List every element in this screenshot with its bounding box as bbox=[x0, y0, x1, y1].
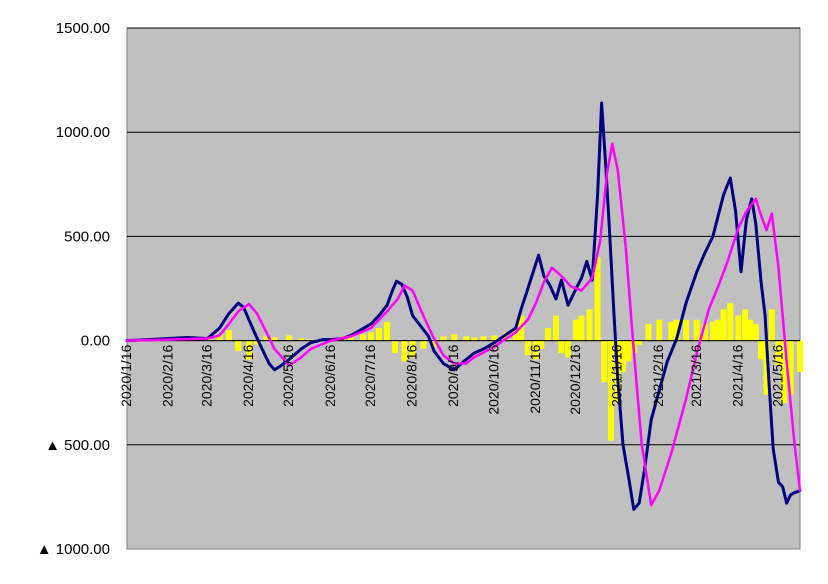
y-tick-label: ▲ 1000.00 bbox=[37, 541, 110, 558]
bar bbox=[768, 309, 775, 341]
bar bbox=[491, 335, 498, 341]
x-tick-label: 2021/3/16 bbox=[688, 344, 704, 406]
bar bbox=[775, 340, 782, 366]
bar bbox=[367, 332, 374, 341]
bar bbox=[451, 334, 458, 341]
bar bbox=[359, 334, 366, 341]
bar bbox=[532, 340, 539, 360]
bar bbox=[620, 340, 627, 372]
bar bbox=[645, 323, 652, 341]
bar bbox=[578, 315, 585, 341]
x-tick-label: 2020/12/16 bbox=[567, 344, 583, 414]
bar bbox=[787, 340, 794, 395]
x-tick-label: 2020/11/16 bbox=[527, 344, 543, 413]
bar bbox=[409, 340, 416, 358]
line-series bbox=[125, 101, 802, 511]
bar bbox=[763, 340, 770, 395]
y-tick-label: ▲ 500.00 bbox=[45, 437, 110, 454]
x-tick-label: 2021/1/16 bbox=[609, 344, 625, 406]
bar bbox=[376, 328, 383, 341]
bar bbox=[747, 319, 754, 341]
daily-line bbox=[125, 101, 802, 511]
bar bbox=[544, 328, 551, 341]
bar bbox=[668, 321, 675, 341]
bar bbox=[463, 336, 470, 341]
bar bbox=[735, 315, 742, 341]
bar bbox=[512, 328, 519, 341]
bar bbox=[656, 319, 663, 341]
bar bbox=[683, 319, 690, 341]
bar bbox=[701, 323, 708, 341]
bar bbox=[797, 340, 803, 372]
bar bbox=[235, 340, 242, 352]
x-tick-label: 2020/7/16 bbox=[362, 344, 378, 406]
bar bbox=[298, 338, 305, 341]
bar bbox=[758, 340, 765, 360]
bar bbox=[440, 336, 447, 341]
bar bbox=[720, 309, 727, 341]
bar bbox=[727, 303, 734, 341]
bar bbox=[216, 334, 223, 341]
bar bbox=[503, 332, 510, 341]
bar bbox=[254, 340, 261, 345]
bar bbox=[347, 336, 354, 341]
bar bbox=[553, 315, 560, 341]
bar bbox=[586, 309, 593, 341]
x-tick-label: 2021/2/16 bbox=[650, 344, 666, 406]
y-tick-label: 1000.00 bbox=[56, 124, 110, 141]
bar bbox=[307, 339, 314, 341]
y-tick-label: 500.00 bbox=[64, 228, 110, 245]
bar bbox=[752, 323, 759, 341]
bar bbox=[594, 257, 601, 341]
bar bbox=[742, 309, 749, 341]
bar bbox=[524, 340, 531, 356]
bar bbox=[392, 340, 399, 354]
x-tick-label: 2020/1/16 bbox=[118, 344, 134, 406]
bar bbox=[601, 340, 608, 383]
x-tick-label: 2020/10/16 bbox=[485, 344, 501, 414]
bar bbox=[715, 319, 722, 341]
x-tick-label: 2020/3/16 bbox=[198, 344, 214, 406]
x-tick-label: 2020/6/16 bbox=[322, 344, 338, 406]
bar bbox=[480, 336, 487, 341]
x-tick-label: 2021/4/16 bbox=[729, 344, 745, 406]
x-tick-label: 2020/2/16 bbox=[160, 344, 176, 406]
plot-area bbox=[126, 27, 801, 550]
bar bbox=[573, 319, 580, 341]
x-tick-label: 2020/5/16 bbox=[280, 344, 296, 406]
bar bbox=[607, 340, 614, 441]
x-axis-labels: 2020/1/16 2020/2/16 2020/3/16 2020/4/16 2020… bbox=[118, 344, 786, 414]
y-tick-label: 0.00 bbox=[81, 333, 110, 350]
x-tick-label: 2020/9/16 bbox=[445, 344, 461, 406]
bar bbox=[625, 340, 632, 362]
x-tick-label: 2020/4/16 bbox=[240, 344, 256, 406]
bar bbox=[286, 335, 293, 341]
bar bbox=[780, 340, 787, 404]
bar bbox=[263, 336, 270, 341]
bar bbox=[471, 337, 478, 341]
bar bbox=[709, 321, 716, 341]
bar bbox=[538, 340, 545, 349]
bar bbox=[401, 340, 408, 362]
y-axis-labels: 1500.00 1000.00 500.00 0.00 ▲ 500.00 ▲ 1000.0… bbox=[37, 20, 110, 558]
bar bbox=[431, 340, 438, 347]
x-tick-label: 2020/8/16 bbox=[404, 344, 420, 406]
bar bbox=[693, 319, 700, 341]
bar bbox=[565, 340, 572, 358]
bar bbox=[636, 340, 643, 345]
bar-series bbox=[145, 257, 803, 441]
x-tick-label: 2021/5/16 bbox=[770, 344, 786, 406]
bar bbox=[271, 337, 278, 341]
bar bbox=[225, 330, 232, 341]
y-tick-label: 1500.00 bbox=[56, 20, 110, 37]
bar bbox=[384, 321, 391, 341]
bar bbox=[245, 340, 252, 360]
bar bbox=[673, 319, 680, 341]
bar bbox=[558, 340, 565, 354]
moving-average-line bbox=[125, 142, 802, 507]
bar bbox=[420, 340, 427, 349]
